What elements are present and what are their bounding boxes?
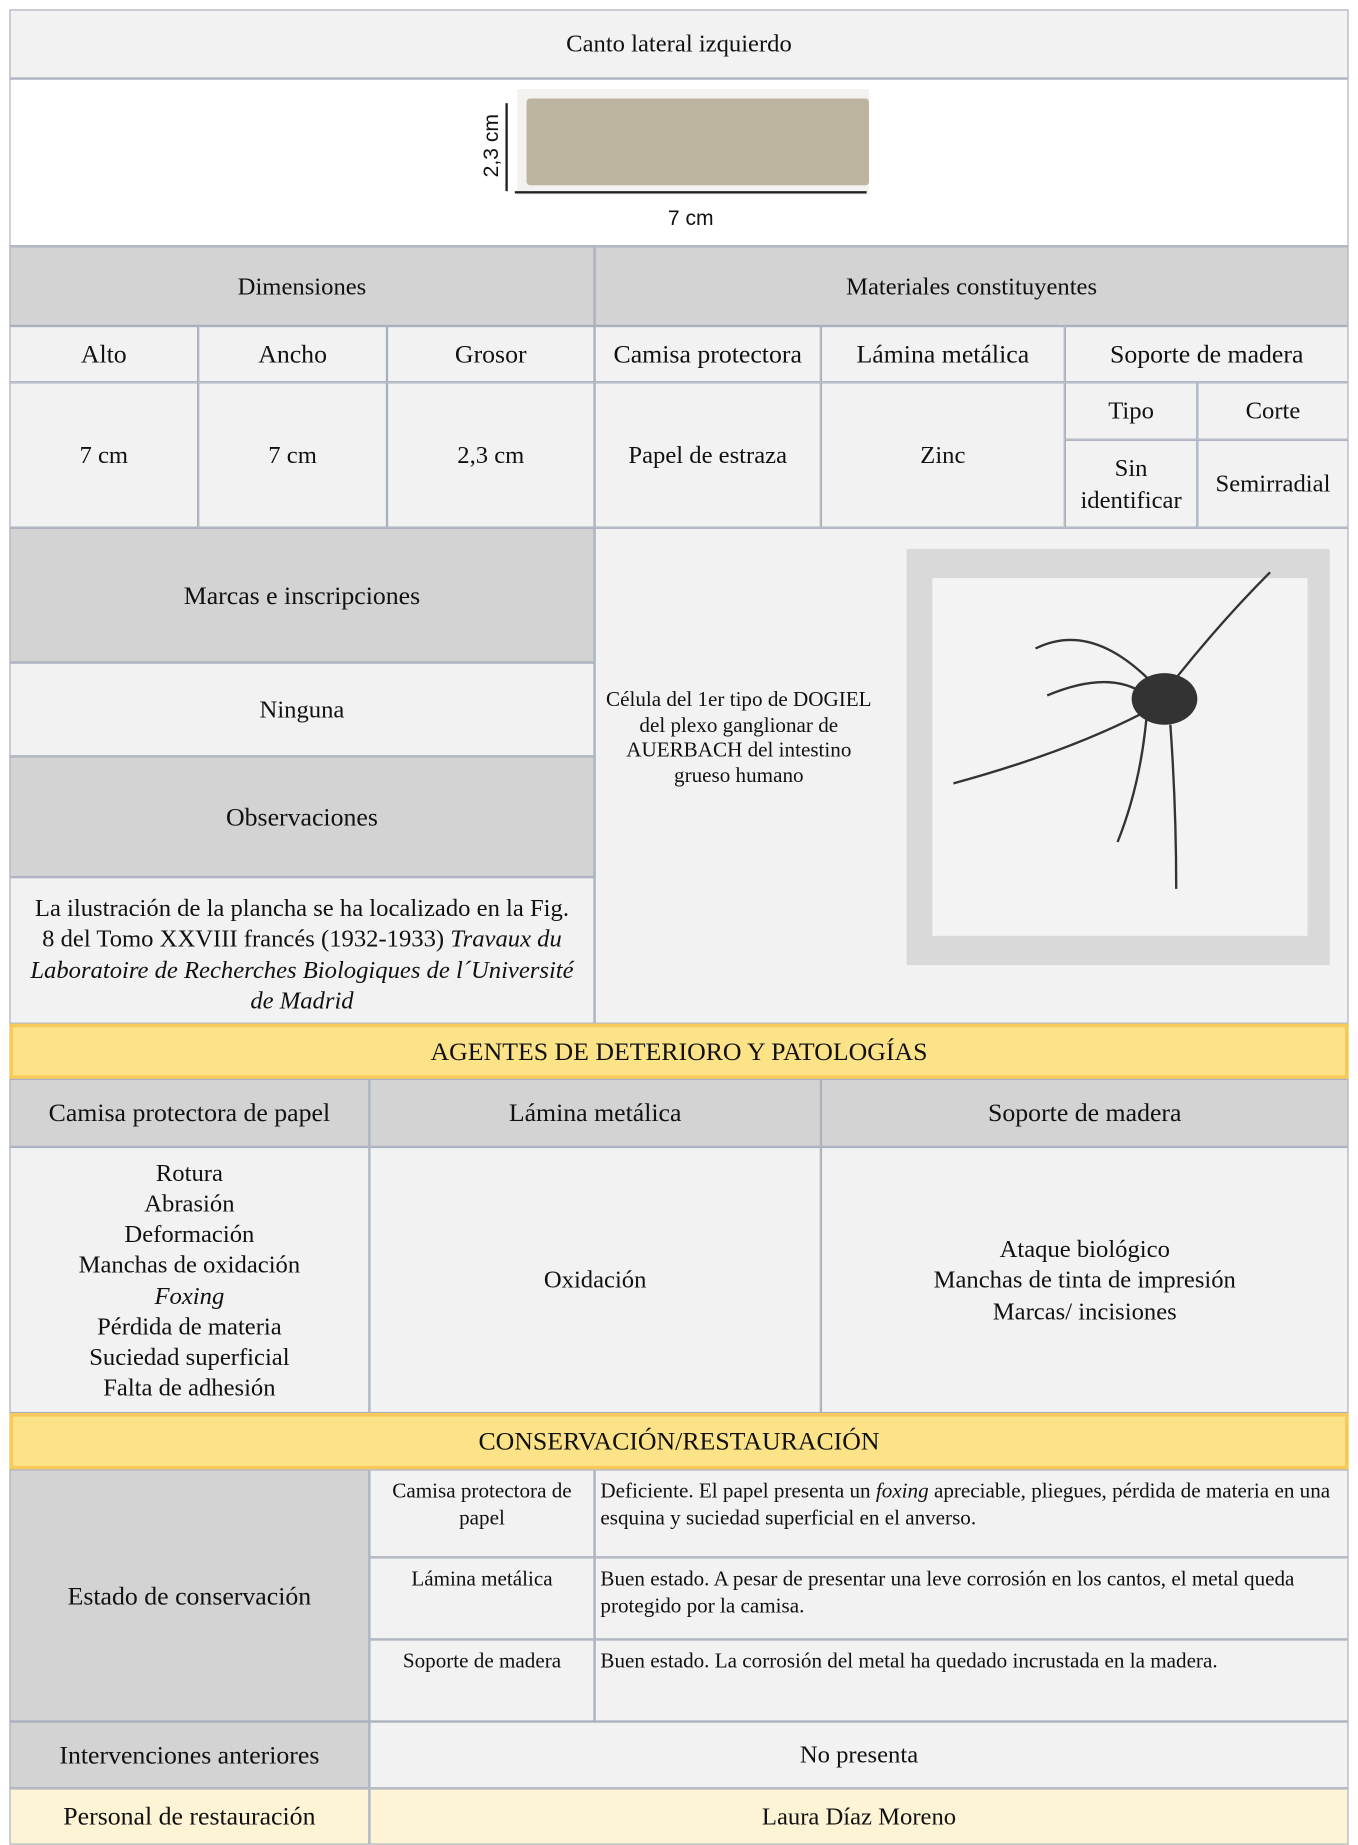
list-cell: Oxidación [369,1146,821,1414]
column-header: Soporte de madera [820,1078,1349,1147]
text-segment: Buen estado. A pesar de presentar una le… [600,1566,1295,1617]
list-item: Foxing [154,1281,225,1310]
list-item: Marcas/ incisiones [992,1296,1177,1325]
sample-image-cell: 2,3 cm 7 cm [9,78,1349,247]
value-cell: Sin identificar [1064,439,1198,528]
column-header: Lámina metálica [369,1078,821,1147]
column-header: Tipo [1064,382,1198,440]
value-cell: No presenta [369,1721,1349,1789]
part-cell: Lámina metálica [369,1557,595,1640]
width-label: 7 cm [667,206,714,230]
sample-photo [517,89,869,195]
list-item: Deformación [124,1219,255,1248]
column-header: Soporte de madera [1064,326,1349,383]
list-item: Manchas de oxidación [78,1250,301,1279]
value-cell: 2,3 cm [386,382,595,528]
column-header: Lámina metálica [820,326,1065,383]
state-text: Deficiente. El papel presenta un foxing … [594,1469,1349,1558]
text-segment: apreciable, pliegues, pérdida de materia… [600,1478,1331,1529]
section-header: Observaciones [9,756,595,878]
section-header: Marcas e inscripciones [9,527,595,663]
column-header: Ancho [198,326,387,383]
text: La ilustración de la plancha se ha local… [34,893,569,953]
state-text: Buen estado. La corrosión del metal ha q… [594,1639,1349,1722]
value-cell: 7 cm [198,382,387,528]
text-segment: foxing [875,1478,929,1503]
value-cell: 7 cm [9,382,199,528]
column-header: Camisa protectora de papel [9,1078,370,1147]
list-item: Suciedad superficial [89,1342,290,1371]
value-cell: Ninguna [9,662,595,757]
section-banner: CONSERVACIÓN/RESTAURACIÓN [9,1413,1349,1470]
value-cell: Zinc [820,382,1065,528]
observations-text: La ilustración de la plancha se ha local… [9,877,595,1024]
list-item: Abrasión [144,1188,235,1217]
title: Canto lateral izquierdo [9,9,1349,79]
section-header: Dimensiones [9,246,595,327]
list-item: Rotura [155,1158,223,1187]
row-header: Personal de restauración [9,1788,370,1845]
part-cell: Camisa protectora de papel [369,1469,595,1558]
row-header: Estado de conservación [9,1469,370,1722]
height-label: 2,3 cm [479,114,503,178]
text-segment: Deficiente. El papel presenta un [600,1478,876,1503]
section-banner: AGENTES DE DETERIORO Y PATOLOGÍAS [9,1023,1349,1079]
row-header: Intervenciones anteriores [9,1721,370,1789]
column-header: Corte [1197,382,1349,440]
value-cell: Laura Díaz Moreno [369,1788,1349,1845]
part-cell: Soporte de madera [369,1639,595,1722]
list-item: Ataque biológico [999,1234,1170,1264]
column-header: Grosor [386,326,595,383]
section-header: Materiales constituyentes [594,246,1349,327]
list-item: Oxidación [543,1265,647,1294]
list-cell: Rotura Abrasión Deformación Manchas de oxid… [9,1146,370,1414]
italic-text: Travaux du Laboratoire de Recherches Bio… [30,924,574,1015]
column-header: Camisa protectora [594,326,821,383]
column-header: Alto [9,326,199,383]
list-item: Pérdida de materia [97,1311,282,1341]
illustration [906,548,1330,966]
text-segment: Buen estado. La corrosión del metal ha q… [600,1648,1218,1673]
value-cell: Papel de estraza [594,382,821,528]
illustration-cell: Célula del 1er tipo de DOGIEL del plexo … [594,527,1349,1024]
list-cell: Ataque biológico Manchas de tinta de impr… [820,1146,1349,1414]
list-item: Falta de adhesión [103,1373,276,1402]
value-cell: Semirradial [1197,439,1349,528]
caption: Célula del 1er tipo de DOGIEL del plexo … [606,687,872,787]
state-text: Buen estado. A pesar de presentar una le… [594,1557,1349,1640]
list-item: Manchas de tinta de impresión [933,1265,1236,1294]
